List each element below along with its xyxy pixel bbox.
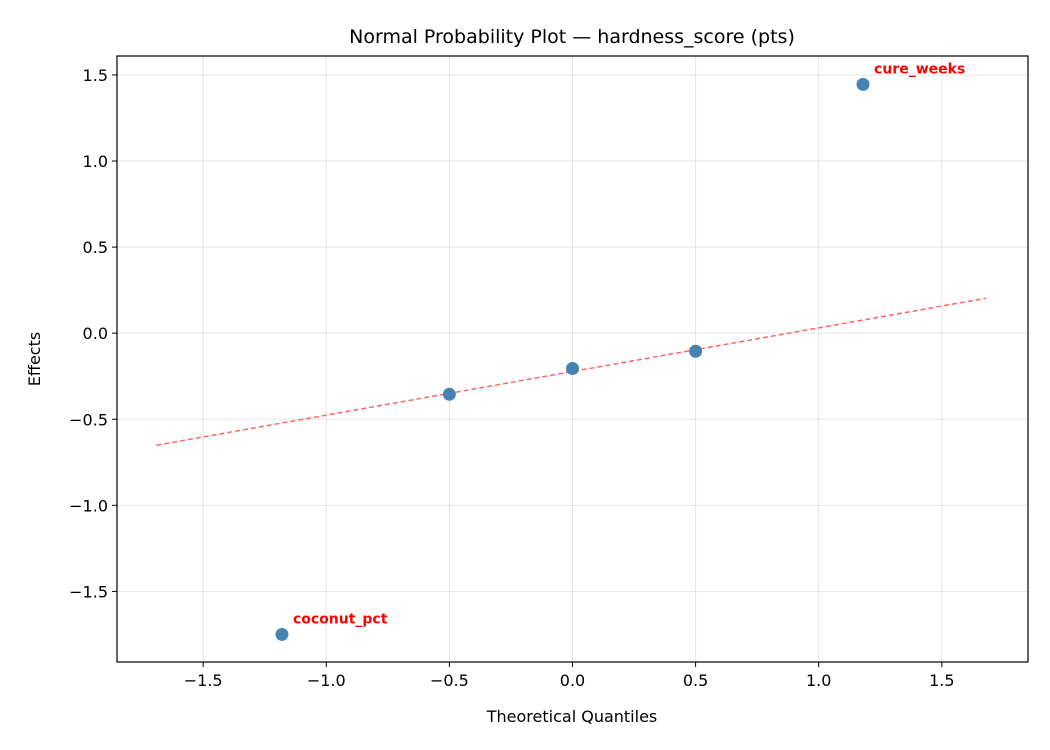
y-tick-label: −1.0 <box>69 496 108 515</box>
y-tick-label: 0.5 <box>83 238 108 257</box>
data-point <box>856 77 870 91</box>
y-tick-label: 1.0 <box>83 152 108 171</box>
data-point <box>566 361 579 375</box>
chart-title: Normal Probability Plot — hardness_score… <box>349 26 795 48</box>
x-tick-label: 0.5 <box>683 671 708 690</box>
x-tick-label: 1.5 <box>929 671 954 690</box>
data-point <box>442 387 456 401</box>
point-annotation: cure_weeks <box>874 61 965 77</box>
y-tick-label: 1.5 <box>83 66 108 85</box>
x-axis-label: Theoretical Quantiles <box>486 707 658 726</box>
data-point <box>275 627 289 641</box>
y-tick-label: 0.0 <box>83 324 108 343</box>
y-tick-label: −0.5 <box>69 410 108 429</box>
x-tick-label: −1.0 <box>307 671 346 690</box>
y-tick-label: −1.5 <box>69 582 108 601</box>
plot-frame <box>116 55 1029 663</box>
data-point <box>689 344 703 358</box>
point-annotation: coconut_pct <box>293 611 388 627</box>
x-tick-label: 0.0 <box>560 671 585 690</box>
x-tick-label: −1.5 <box>184 671 223 690</box>
reference-line <box>156 297 987 446</box>
x-tick-label: 1.0 <box>806 671 831 690</box>
y-axis-label: Effects <box>25 332 44 386</box>
x-tick-label: −0.5 <box>430 671 469 690</box>
